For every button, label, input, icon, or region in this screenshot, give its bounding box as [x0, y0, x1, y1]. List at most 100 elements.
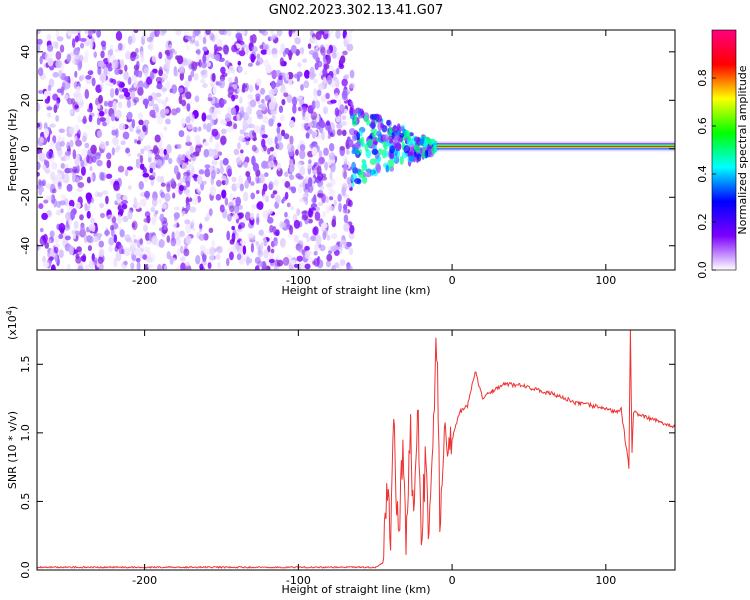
heatmap-cell — [75, 86, 81, 94]
heatmap-cell — [232, 214, 239, 220]
heatmap-cell — [260, 102, 266, 112]
heatmap-cell — [118, 94, 125, 100]
heatmap-cell — [303, 122, 309, 130]
heatmap-cell — [78, 60, 83, 69]
heatmap-cell — [66, 141, 70, 150]
heatmap-cell — [334, 107, 340, 117]
heatmap-cell — [242, 84, 248, 89]
heatmap-cell — [413, 136, 421, 142]
heatmap-cell — [112, 136, 119, 146]
heatmap-cell — [308, 256, 313, 265]
heatmap-cell — [313, 250, 318, 256]
heatmap-cell — [186, 134, 191, 144]
heatmap-cell — [60, 193, 67, 200]
x-tick-label: -100 — [286, 574, 311, 587]
heatmap-cell — [72, 166, 78, 174]
heatmap-cell — [165, 80, 171, 90]
heatmap-cell — [241, 47, 245, 52]
heatmap-cell — [127, 152, 132, 157]
heatmap-cell — [330, 233, 338, 240]
heatmap-cell — [245, 45, 249, 56]
heatmap-cell — [123, 91, 131, 98]
heatmap-cell — [307, 122, 314, 128]
heatmap-cell — [239, 96, 243, 104]
heatmap-cell — [194, 95, 200, 103]
heatmap-cell — [345, 139, 350, 148]
heatmap-cell — [222, 157, 229, 166]
heatmap-cell — [239, 106, 245, 114]
heatmap-cell — [158, 51, 163, 60]
heatmap-cell — [375, 164, 382, 174]
heatmap-cell — [152, 145, 159, 154]
heatmap-cell — [244, 134, 250, 139]
heatmap-cell — [236, 113, 240, 122]
heatmap-cell — [47, 57, 54, 67]
heatmap-cell — [71, 38, 76, 49]
heatmap-cell — [154, 30, 160, 38]
heatmap-cell — [84, 264, 90, 270]
heatmap-cell — [74, 104, 80, 109]
heatmap-cell — [147, 44, 152, 50]
heatmap-cell — [236, 88, 241, 93]
snr-line-layer — [37, 330, 675, 569]
heatmap-cell — [41, 74, 47, 80]
heatmap-cell — [260, 124, 266, 131]
heatmap-cell — [66, 53, 72, 63]
heatmap-cell — [250, 53, 256, 63]
heatmap-cell — [124, 234, 131, 242]
heatmap-cell — [279, 237, 286, 248]
heatmap-cell — [136, 261, 141, 270]
heatmap-cell — [227, 120, 233, 127]
heatmap-cell — [380, 123, 385, 129]
heatmap-cell — [262, 210, 269, 219]
heatmap-cell — [408, 155, 415, 162]
heatmap-cell — [286, 94, 293, 103]
heatmap-cell — [84, 202, 88, 209]
heatmap-cell — [160, 191, 166, 199]
heatmap-cell — [200, 70, 206, 76]
heatmap-cell — [199, 266, 205, 270]
heatmap-cell — [175, 55, 180, 61]
snr-background — [37, 330, 675, 570]
heatmap-cell — [60, 163, 65, 169]
heatmap-cell — [127, 76, 132, 85]
heatmap-cell — [108, 82, 114, 88]
heatmap-cell — [240, 149, 244, 154]
heatmap-cell — [371, 148, 378, 155]
heatmap-cell — [175, 30, 182, 36]
heatmap-cell — [326, 253, 333, 262]
heatmap-cell — [68, 245, 74, 255]
heatmap-cell — [212, 86, 217, 95]
heatmap-cell — [178, 178, 186, 184]
heatmap-cell — [341, 90, 348, 101]
heatmap-cell — [43, 122, 48, 130]
heatmap-cell — [263, 249, 269, 259]
heatmap-cell — [209, 185, 217, 196]
heatmap-cell — [247, 94, 254, 100]
heatmap-cell — [67, 97, 73, 105]
heatmap-cell — [87, 70, 94, 76]
heatmap-cell — [191, 114, 195, 123]
heatmap-cell — [69, 210, 76, 220]
heatmap-cell — [235, 196, 242, 207]
heatmap-cell — [173, 220, 177, 229]
heatmap-cell — [74, 230, 80, 236]
heatmap-cell — [125, 147, 131, 154]
heatmap-cell — [288, 30, 293, 38]
heatmap-cell — [194, 134, 201, 143]
snr-panel: -200 -100 0 100 0.0 0.5 1.0 1.5 Height of stra… — [5, 306, 676, 596]
heatmap-cell — [256, 189, 260, 194]
heatmap-cell — [370, 169, 374, 177]
heatmap-cell — [80, 148, 88, 157]
heatmap-cell — [219, 159, 224, 169]
heatmap-cell — [133, 197, 138, 206]
heatmap-cell — [160, 182, 166, 187]
colorbar-frame — [711, 29, 737, 271]
heatmap-cell — [270, 193, 275, 199]
heatmap-cell — [266, 48, 272, 56]
heatmap-cell — [184, 261, 191, 267]
chart-title: GN02.2023.302.13.41.G07 — [269, 3, 444, 18]
heatmap-cell — [176, 265, 180, 270]
heatmap-cell — [71, 30, 78, 35]
